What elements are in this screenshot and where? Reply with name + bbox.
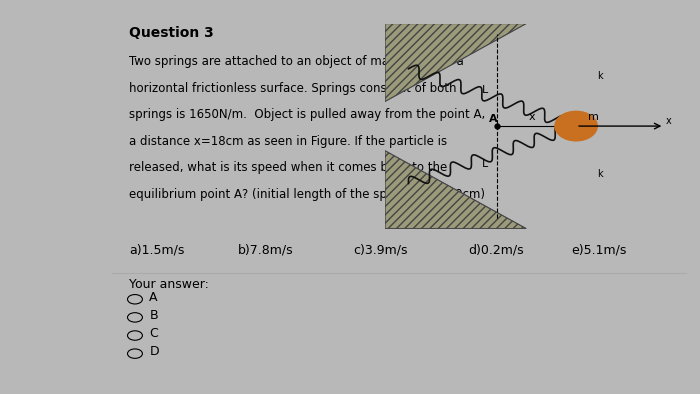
Text: b)7.8m/s: b)7.8m/s <box>238 244 294 257</box>
Text: A: A <box>489 114 498 124</box>
Text: c)3.9m/s: c)3.9m/s <box>353 244 407 257</box>
Text: Two springs are attached to an object of mass, 9 kg on a: Two springs are attached to an object of… <box>130 55 464 68</box>
Text: B: B <box>149 309 158 322</box>
Circle shape <box>555 112 597 141</box>
Text: x: x <box>666 116 671 126</box>
Text: e)5.1m/s: e)5.1m/s <box>571 244 626 257</box>
Text: A: A <box>149 291 158 304</box>
Text: k: k <box>596 71 602 81</box>
Text: Question 3: Question 3 <box>130 26 214 40</box>
Text: released, what is its speed when it comes back to the: released, what is its speed when it come… <box>130 161 447 174</box>
Text: L: L <box>482 159 489 169</box>
Text: equilibrium point A? (initial length of the springs, L=150cm): equilibrium point A? (initial length of … <box>130 188 485 201</box>
Text: C: C <box>149 327 158 340</box>
Text: L: L <box>482 85 489 95</box>
Polygon shape <box>385 24 526 102</box>
Text: horizontal frictionless surface. Springs constant of both: horizontal frictionless surface. Springs… <box>130 82 456 95</box>
Text: Your answer:: Your answer: <box>130 278 209 291</box>
Text: d)0.2m/s: d)0.2m/s <box>468 244 524 257</box>
Text: D: D <box>149 345 159 358</box>
Text: a distance x=18cm as seen in Figure. If the particle is: a distance x=18cm as seen in Figure. If … <box>130 135 447 148</box>
Text: m: m <box>588 112 598 123</box>
Text: springs is 1650N/m.  Object is pulled away from the point A,: springs is 1650N/m. Object is pulled awa… <box>130 108 486 121</box>
Text: k: k <box>596 169 602 179</box>
Text: x: x <box>529 112 536 123</box>
Polygon shape <box>385 151 526 229</box>
Text: a)1.5m/s: a)1.5m/s <box>130 244 185 257</box>
